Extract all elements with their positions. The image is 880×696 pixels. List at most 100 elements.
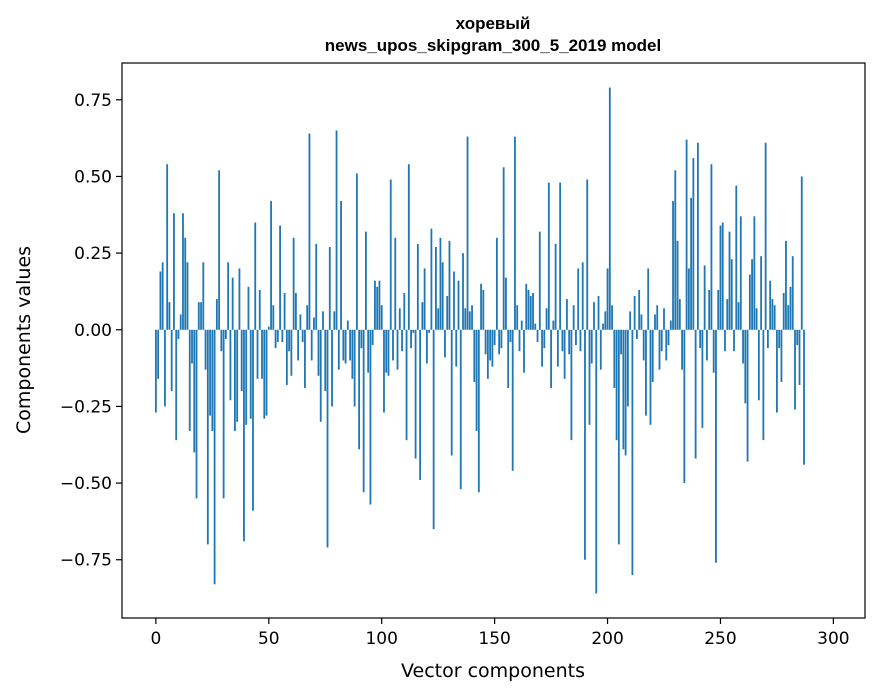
bar — [615, 329, 618, 441]
bar — [355, 173, 358, 330]
bar — [281, 329, 284, 343]
bar — [288, 329, 291, 352]
bar — [520, 320, 523, 330]
bar — [541, 329, 543, 367]
bar — [179, 314, 182, 330]
bar — [161, 262, 164, 330]
x-axis-ticks: 0 50 100 150 200 250 300 — [150, 618, 850, 649]
bar — [717, 289, 720, 330]
bar — [353, 329, 356, 407]
bar — [441, 262, 444, 330]
bar — [778, 329, 781, 349]
bar — [715, 329, 717, 563]
bar — [283, 292, 286, 330]
bar — [516, 305, 519, 330]
bar — [622, 329, 625, 450]
bar — [556, 329, 559, 367]
bar — [394, 237, 397, 330]
bar — [498, 329, 501, 355]
bar — [290, 329, 293, 376]
bar — [728, 231, 731, 330]
bar — [647, 268, 650, 330]
bar — [157, 329, 160, 379]
bar — [256, 329, 259, 379]
bar — [613, 329, 616, 389]
x-tick-label: 100 — [365, 629, 397, 649]
bar — [342, 329, 345, 361]
y-tick-label: −0.75 — [60, 551, 112, 571]
bar — [514, 136, 516, 330]
bar — [240, 329, 243, 392]
bar — [611, 305, 613, 330]
bar — [374, 280, 376, 330]
bar — [177, 329, 180, 339]
bar — [197, 302, 200, 330]
bar — [746, 329, 749, 462]
bar — [584, 329, 586, 560]
bar — [265, 329, 268, 416]
x-tick-label: 50 — [258, 629, 280, 649]
bar — [423, 268, 426, 330]
bar — [310, 329, 313, 361]
bar — [649, 329, 652, 425]
bar — [285, 329, 288, 385]
bar — [297, 329, 300, 361]
bar — [376, 286, 379, 330]
bar — [392, 329, 394, 361]
bar — [577, 268, 580, 330]
bar — [432, 329, 435, 530]
bar — [771, 299, 774, 330]
bar — [480, 283, 482, 330]
bar — [455, 329, 458, 367]
bar — [486, 329, 489, 379]
bar — [279, 225, 281, 330]
bar — [640, 314, 643, 330]
chart-title: хоревый — [456, 14, 531, 33]
bar — [739, 216, 742, 330]
bar — [462, 253, 464, 330]
bar — [344, 329, 347, 364]
x-tick-label: 300 — [817, 629, 849, 649]
bar — [534, 323, 537, 330]
bar — [656, 305, 659, 330]
bar — [692, 158, 695, 330]
bar — [170, 329, 173, 392]
bar — [416, 243, 419, 330]
bar — [428, 329, 431, 333]
bar — [267, 326, 270, 330]
bar — [204, 329, 207, 370]
bar — [502, 167, 505, 330]
bar — [608, 87, 611, 330]
bar — [663, 308, 665, 330]
bar — [315, 243, 318, 330]
bar — [658, 329, 661, 370]
bar — [403, 292, 406, 330]
bar — [665, 329, 668, 361]
bar — [466, 136, 469, 330]
bar — [527, 289, 530, 330]
bar — [737, 302, 740, 330]
bar — [224, 329, 227, 339]
bar — [572, 305, 575, 330]
bar — [489, 329, 492, 361]
bar — [538, 231, 541, 330]
bar — [337, 329, 340, 370]
bar — [588, 329, 591, 425]
bar — [184, 237, 187, 330]
bar — [511, 329, 514, 471]
bar — [617, 329, 620, 545]
bar — [182, 213, 184, 330]
bar — [367, 329, 370, 373]
bar — [340, 200, 342, 330]
y-tick-label: −0.25 — [60, 397, 112, 417]
bar — [380, 305, 383, 330]
bar — [703, 265, 706, 330]
bar — [231, 277, 234, 330]
bar — [258, 289, 261, 330]
bar — [270, 200, 272, 330]
bar — [419, 329, 422, 481]
plot-frame — [121, 62, 866, 619]
bar — [222, 329, 225, 499]
bar — [575, 329, 577, 346]
